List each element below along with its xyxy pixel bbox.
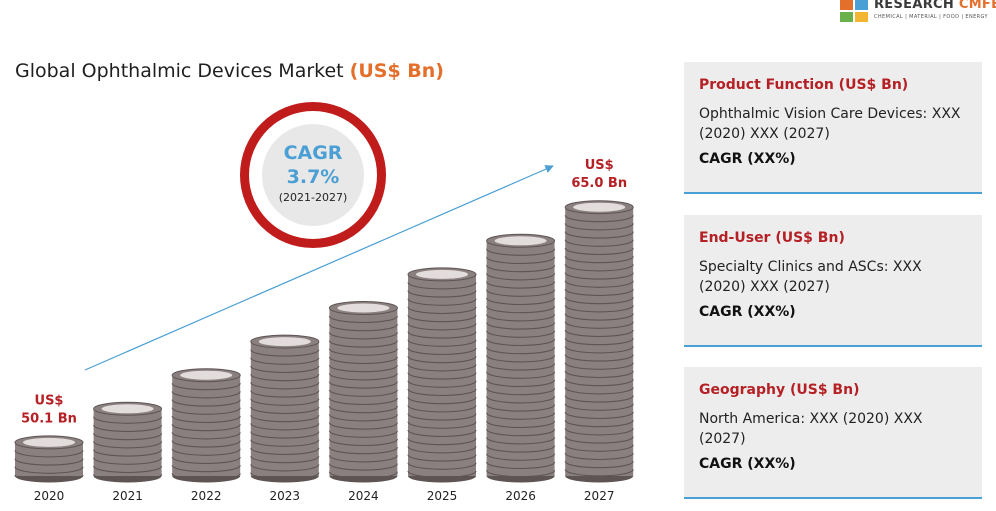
cagr-value: 3.7% bbox=[286, 166, 340, 188]
x-tick-label-2021: 2021 bbox=[112, 489, 143, 503]
coin-stack-2025 bbox=[407, 267, 477, 483]
coin-stack-2022 bbox=[171, 368, 241, 483]
market-chart: 2020 2021 2022 2023 2024 2025 2026 2027 US$ 50.1 … bbox=[14, 158, 634, 503]
panel-heading: Geography (US$ Bn) bbox=[699, 382, 860, 398]
x-tick-label-2027: 2027 bbox=[584, 489, 615, 503]
panel-text: Specialty Clinics and ASCs: XXX (2020) X… bbox=[699, 259, 922, 295]
data-label-2027-currency: US$ bbox=[585, 158, 614, 173]
logo-block-1 bbox=[840, 0, 853, 10]
brand-logo: RESEARCH CMFE CHEMICAL | MATERIAL | FOOD… bbox=[840, 0, 996, 24]
brand-name: RESEARCH CMFE bbox=[874, 0, 996, 12]
panel-cagr: CAGR (XX%) bbox=[699, 456, 796, 472]
data-label-2020-currency: US$ bbox=[35, 393, 64, 408]
logo-block-3 bbox=[840, 12, 853, 22]
x-tick-label-2024: 2024 bbox=[348, 489, 379, 503]
cagr-inner: CAGR 3.7% (2021-2027) bbox=[262, 124, 364, 226]
panel-cagr: CAGR (XX%) bbox=[699, 151, 796, 167]
logo-block-2 bbox=[855, 0, 868, 10]
chart-title-unit: (US$ Bn) bbox=[349, 60, 444, 82]
chart-title: Global Ophthalmic Devices Market (US$ Bn… bbox=[15, 60, 444, 82]
cagr-ring: CAGR 3.7% (2021-2027) bbox=[249, 111, 377, 239]
panel-text: North America: XXX (2020) XXX (2027) bbox=[699, 411, 923, 447]
panel-cagr: CAGR (XX%) bbox=[699, 304, 796, 320]
data-label-2027-value: 65.0 Bn bbox=[571, 176, 627, 191]
coin-stack-2020 bbox=[14, 435, 84, 483]
panel-heading: Product Function (US$ Bn) bbox=[699, 77, 909, 93]
panel-end-user: End-User (US$ Bn) Specialty Clinics and … bbox=[684, 215, 982, 347]
cagr-label: CAGR bbox=[283, 142, 343, 164]
panel-text: Ophthalmic Vision Care Devices: XXX (202… bbox=[699, 106, 961, 142]
chart-title-text: Global Ophthalmic Devices Market bbox=[15, 60, 350, 82]
brand-name-main: RESEARCH bbox=[874, 0, 959, 12]
coin-stack-2026 bbox=[486, 233, 556, 483]
cagr-period: (2021-2027) bbox=[278, 191, 348, 204]
panel-heading: End-User (US$ Bn) bbox=[699, 230, 845, 246]
coin-stack-2024 bbox=[328, 301, 398, 483]
x-tick-label-2022: 2022 bbox=[191, 489, 222, 503]
brand-tagline: CHEMICAL | MATERIAL | FOOD | ENERGY bbox=[874, 14, 989, 20]
panel-product-function: Product Function (US$ Bn) Ophthalmic Vis… bbox=[684, 62, 982, 194]
cagr-badge: CAGR 3.7% (2021-2027) bbox=[240, 102, 386, 248]
x-tick-label-2023: 2023 bbox=[270, 489, 301, 503]
growth-arrow bbox=[84, 165, 554, 371]
x-tick-label-2026: 2026 bbox=[505, 489, 536, 503]
coin-stack-2023 bbox=[250, 334, 320, 483]
data-label-2020-value: 50.1 Bn bbox=[21, 411, 77, 426]
brand-name-accent: CMFE bbox=[958, 0, 996, 12]
coin-stack-2027 bbox=[564, 200, 634, 483]
panel-geography: Geography (US$ Bn) North America: XXX (2… bbox=[684, 367, 982, 499]
x-tick-label-2020: 2020 bbox=[34, 489, 65, 503]
logo-mark-icon bbox=[840, 0, 870, 24]
logo-block-4 bbox=[855, 12, 868, 22]
x-tick-label-2025: 2025 bbox=[427, 489, 458, 503]
coin-stack-2021 bbox=[93, 401, 163, 483]
